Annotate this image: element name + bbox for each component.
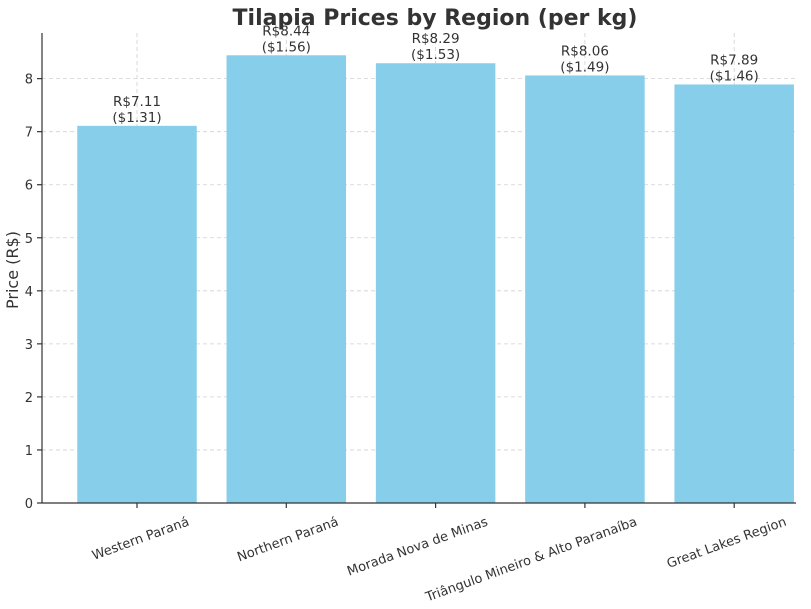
x-tick-label: Western Paraná: [90, 515, 191, 564]
y-tick-label: 2: [25, 391, 33, 406]
data-label-price: R$8.29: [412, 31, 460, 47]
bars: [77, 55, 794, 504]
data-label-usd: ($1.46): [710, 68, 759, 84]
x-tick-label: Northern Paraná: [235, 515, 340, 566]
data-label-usd: ($1.53): [411, 47, 460, 63]
y-tick-label: 1: [25, 444, 33, 459]
x-tick-label: Great Lakes Region: [665, 515, 789, 572]
data-label-price: R$7.11: [113, 94, 161, 110]
chart-title: Tilapia Prices by Region (per kg): [233, 6, 638, 31]
y-tick-label: 3: [25, 338, 33, 353]
x-tick-label: Morada Nova de Minas: [345, 515, 490, 580]
y-tick-label: 8: [25, 73, 33, 88]
data-label-usd: ($1.56): [262, 39, 311, 55]
data-label-usd: ($1.49): [560, 59, 609, 75]
y-tick-label: 6: [25, 179, 33, 194]
bar: [525, 75, 645, 503]
bar: [375, 63, 496, 503]
y-tick-label: 0: [25, 497, 33, 512]
y-tick-label: 5: [25, 232, 33, 247]
bar: [77, 125, 197, 504]
data-label-price: R$7.89: [710, 52, 758, 68]
data-labels: R$7.11($1.31) R$8.44($1.56) R$8.29($1.53) R…: [112, 23, 758, 126]
data-label-price: R$8.06: [561, 43, 609, 59]
y-tick-label: 4: [25, 285, 33, 300]
data-label-usd: ($1.31): [112, 110, 161, 126]
bar: [674, 84, 794, 503]
y-tick-label: 7: [25, 126, 33, 141]
data-label-price: R$8.44: [262, 23, 310, 39]
y-axis-label: Price (R$): [3, 231, 22, 309]
bar: [226, 55, 347, 504]
